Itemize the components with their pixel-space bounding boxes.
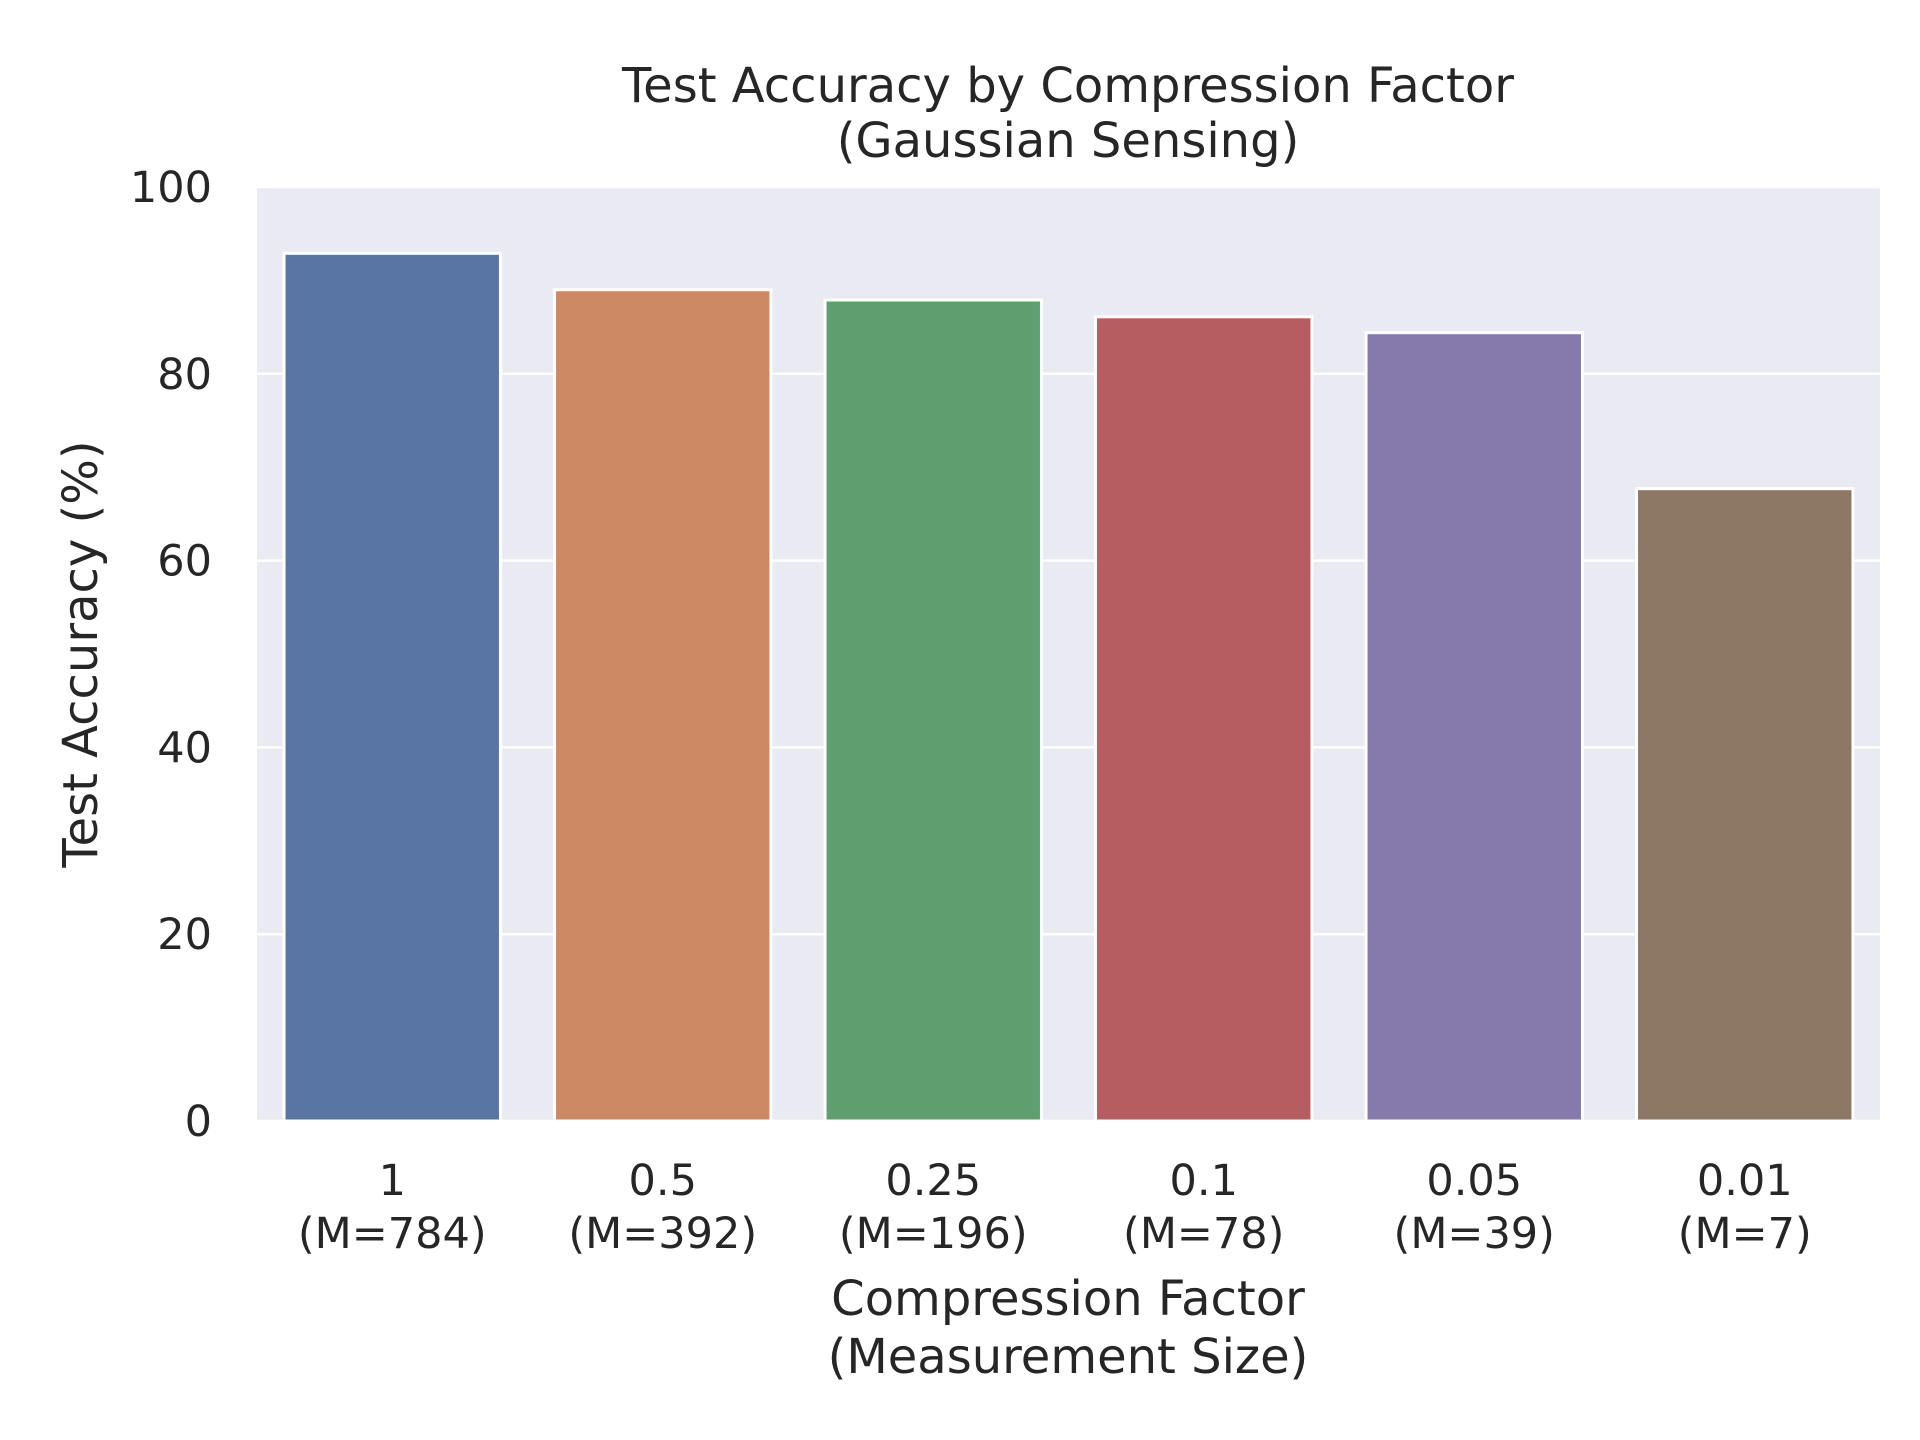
- x-tick-label: 0.01: [1697, 1156, 1793, 1206]
- chart-title-line1: Test Accuracy by Compression Factor: [621, 58, 1514, 114]
- x-tick-label: 1: [379, 1156, 406, 1206]
- x-axis-label-line1: Compression Factor: [831, 1271, 1305, 1327]
- x-axis-label-line2: (Measurement Size): [828, 1329, 1309, 1385]
- x-axis-ticks: 1(M=784) 0.5(M=392) 0.25(M=196) 0.1(M=78) 0.…: [298, 1156, 1812, 1259]
- y-axis-ticks: 0 20 40 60 80 100: [130, 163, 212, 1147]
- bar-0.1: [1096, 317, 1312, 1121]
- x-tick-sublabel: (M=78): [1123, 1209, 1284, 1259]
- y-axis-label: Test Accuracy (%): [53, 440, 109, 868]
- y-tick-label: 20: [157, 910, 212, 960]
- x-tick-label: 0.1: [1170, 1156, 1238, 1206]
- x-tick-sublabel: (M=784): [298, 1209, 487, 1259]
- bar-0.01: [1637, 489, 1853, 1121]
- y-tick-label: 100: [130, 163, 212, 213]
- y-tick-label: 0: [185, 1097, 212, 1147]
- x-tick-sublabel: (M=39): [1394, 1209, 1555, 1259]
- bar-0.25: [825, 300, 1041, 1121]
- x-tick-label: 0.5: [629, 1156, 697, 1206]
- y-tick-label: 80: [157, 350, 212, 400]
- bar-0.5: [555, 290, 771, 1121]
- x-tick-label: 0.25: [885, 1156, 981, 1206]
- x-tick-sublabel: (M=196): [839, 1209, 1028, 1259]
- x-tick-sublabel: (M=392): [568, 1209, 757, 1259]
- x-tick-label: 0.05: [1426, 1156, 1522, 1206]
- y-tick-label: 60: [157, 537, 212, 587]
- x-tick-sublabel: (M=7): [1678, 1209, 1812, 1259]
- bar-1: [284, 253, 500, 1121]
- y-tick-label: 40: [157, 723, 212, 773]
- bar-0.05: [1366, 333, 1582, 1121]
- chart-title-line2: (Gaussian Sensing): [837, 113, 1300, 169]
